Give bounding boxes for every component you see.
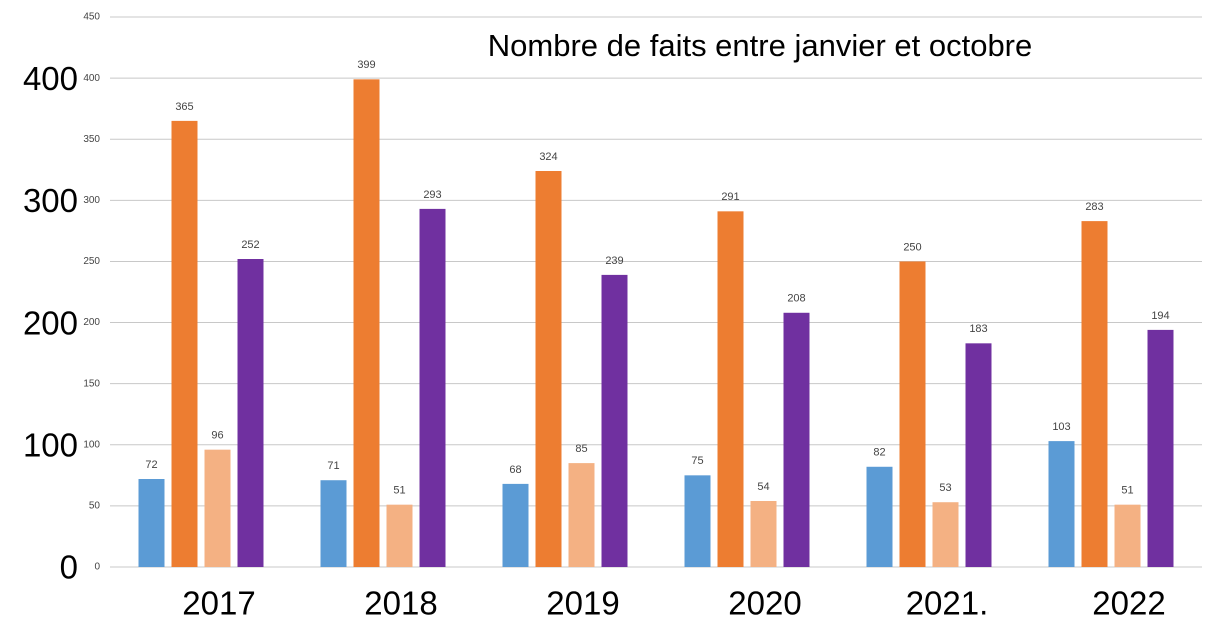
value-label: 103: [1052, 421, 1070, 433]
bar: [965, 343, 992, 567]
bar: [601, 274, 628, 567]
y-tick-label: 100: [83, 439, 100, 450]
value-label: 96: [211, 430, 223, 442]
bar: [502, 483, 529, 567]
value-label: 85: [575, 443, 587, 455]
y-tick-label: 450: [83, 12, 100, 23]
bar: [386, 504, 413, 567]
value-label: 51: [393, 485, 405, 497]
bar: [1048, 441, 1075, 567]
bar: [138, 479, 165, 567]
y-tick-label: 150: [83, 378, 100, 389]
y2-tick-label: 0: [60, 549, 78, 586]
bar: [237, 259, 264, 567]
y-tick-label: 50: [89, 501, 101, 512]
bar: [899, 261, 926, 567]
y2-tick-label: 100: [23, 426, 78, 463]
y-tick-label: 250: [83, 256, 100, 267]
bar: [1081, 221, 1108, 567]
bar: [684, 475, 711, 567]
bar: [750, 501, 777, 567]
bar: [568, 463, 595, 567]
value-label: 365: [175, 101, 193, 113]
value-label: 291: [721, 191, 739, 203]
y2-tick-label: 200: [23, 304, 78, 341]
bar: [932, 502, 959, 567]
value-label: 183: [969, 323, 987, 335]
value-label: 283: [1085, 201, 1103, 213]
x-tick-label: 2019: [546, 585, 619, 622]
bar: [171, 120, 198, 567]
x-tick-label: 2022: [1092, 585, 1165, 622]
y2-tick-label: 400: [23, 60, 78, 97]
value-label: 75: [691, 455, 703, 467]
bar: [204, 449, 231, 567]
value-label: 53: [939, 482, 951, 494]
x-tick-label: 2018: [364, 585, 437, 622]
x-tick-label: 2020: [728, 585, 801, 622]
chart-title: Nombre de faits entre janvier et octobre: [488, 28, 1033, 63]
value-label: 208: [787, 293, 805, 305]
bar: [717, 211, 744, 568]
y-tick-label: 200: [83, 317, 100, 328]
value-label: 194: [1151, 310, 1169, 322]
y2-tick-label: 300: [23, 182, 78, 219]
value-label: 54: [757, 481, 769, 493]
y-tick-label: 400: [83, 73, 100, 84]
x-tick-label: 2021.: [906, 585, 989, 622]
value-label: 68: [509, 464, 521, 476]
x-tick-label: 2017: [182, 585, 255, 622]
value-label: 82: [873, 447, 885, 459]
y-tick-label: 0: [94, 562, 100, 573]
value-label: 252: [241, 239, 259, 251]
value-label: 324: [539, 151, 557, 163]
bar: [866, 466, 893, 567]
value-label: 71: [327, 460, 339, 472]
bar: [1114, 504, 1141, 567]
bar: [1147, 329, 1174, 567]
bar: [535, 171, 562, 567]
value-label: 293: [423, 189, 441, 201]
value-label: 239: [605, 255, 623, 267]
value-label: 250: [903, 241, 921, 253]
bar: [783, 312, 810, 567]
value-label: 51: [1121, 485, 1133, 497]
y-tick-label: 350: [83, 134, 100, 145]
bar: [320, 480, 347, 567]
bar: [353, 79, 380, 567]
value-label: 399: [357, 59, 375, 71]
y-tick-label: 300: [83, 195, 100, 206]
value-label: 72: [145, 459, 157, 471]
bar: [419, 208, 446, 567]
